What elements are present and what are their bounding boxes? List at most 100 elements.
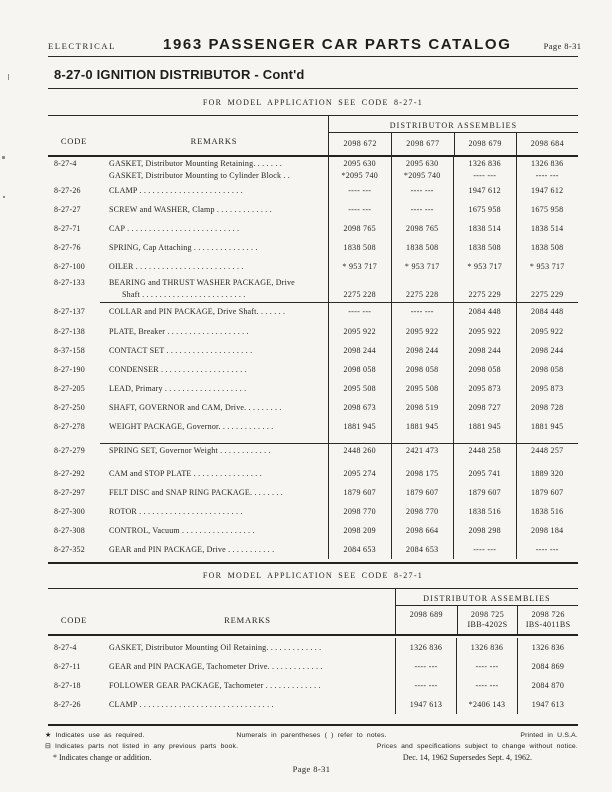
parts-table-row: 8-27-190 CONDENSER . . . . . . . . . . .… <box>48 360 578 379</box>
part-number: 2098 765 <box>390 219 454 238</box>
part-remarks: FOLLOWER GEAR PACKAGE, Tachometer . . . … <box>109 681 321 690</box>
parts-table-row: 8-27-137 COLLAR and PIN PACKAGE, Drive S… <box>48 300 578 322</box>
part-number: 1675 958 <box>453 200 516 219</box>
parts-table-row: 8-27-205 LEAD, Primary . . . . . . . . .… <box>48 379 578 398</box>
assembly-number-header: 2098 679 <box>453 133 516 155</box>
part-code: 8-27-279 <box>54 445 85 455</box>
part-remarks: CONDENSER . . . . . . . . . . . . . . . … <box>109 365 247 374</box>
part-code: 8-27-308 <box>54 526 85 535</box>
part-number <box>390 276 454 288</box>
assembly-number-header: 2098 726 IBS-4011BS <box>517 606 578 634</box>
part-number: ---- --- <box>456 657 517 676</box>
part-number: 2095 922 <box>390 322 454 341</box>
part-code: 8-27-100 <box>54 262 85 271</box>
code-column-header: CODE <box>60 615 88 625</box>
part-remarks: OILER . . . . . . . . . . . . . . . . . … <box>109 262 244 271</box>
part-code: 8-27-26 <box>54 186 81 195</box>
part-number: * 953 717 <box>328 257 391 276</box>
parts-table-row: 8-27-250 SHAFT, GOVERNOR and CAM, Drive.… <box>48 398 578 417</box>
distributor-assemblies-label: DISTRIBUTOR ASSEMBLIES <box>396 589 578 606</box>
part-code: 8-27-292 <box>54 469 85 478</box>
part-number: 2095 741 <box>453 464 516 483</box>
section-label: ELECTRICAL <box>48 41 116 51</box>
part-remarks: PLATE, Breaker . . . . . . . . . . . . .… <box>109 327 249 336</box>
distributor-assemblies-table-2: CODE REMARKS DISTRIBUTOR ASSEMBLIES 2098… <box>48 588 578 726</box>
part-number: 2098 728 <box>515 398 579 417</box>
part-number: 2275 229 <box>453 288 516 300</box>
assembly-number: 2098 726 <box>531 610 565 619</box>
part-number: ---- --- <box>515 540 579 559</box>
assembly-number-header: 2098 684 <box>515 133 578 155</box>
part-number: 1838 508 <box>390 238 454 257</box>
part-number: ---- --- <box>390 200 454 219</box>
part-number: 2098 058 <box>390 360 454 379</box>
part-code: 8-27-133 <box>54 277 85 287</box>
part-number: 2095 274 <box>328 464 391 483</box>
part-number: 1326 836 <box>453 157 516 169</box>
part-number: ---- --- <box>328 181 391 200</box>
group-divider <box>100 302 578 303</box>
part-number: 1879 607 <box>390 483 454 502</box>
part-remarks: GEAR and PIN PACKAGE, Drive . . . . . . … <box>109 545 275 554</box>
part-number: 2084 870 <box>517 676 578 695</box>
part-code: 8-27-250 <box>54 403 85 412</box>
part-number: 2098 298 <box>453 521 516 540</box>
part-number: 2084 653 <box>390 540 454 559</box>
part-number: ---- --- <box>453 169 516 181</box>
parts-table-row: 8-27-26 CLAMP . . . . . . . . . . . . . … <box>48 181 578 200</box>
part-number: 2084 448 <box>453 300 516 322</box>
part-number: 2095 922 <box>453 322 516 341</box>
part-remarks: CAM and STOP PLATE . . . . . . . . . . .… <box>109 469 262 478</box>
part-number: 2098 673 <box>328 398 391 417</box>
part-number: 2448 257 <box>515 436 579 464</box>
part-number: 2098 209 <box>328 521 391 540</box>
part-remarks: GASKET, Distributor Mounting Retaining. … <box>109 158 282 168</box>
part-remarks: LEAD, Primary . . . . . . . . . . . . . … <box>109 384 247 393</box>
part-remarks: GASKET, Distributor Mounting to Cylinder… <box>109 170 290 180</box>
part-code: 8-27-26 <box>54 700 81 709</box>
part-number: ---- --- <box>390 300 454 322</box>
parts-table-row: 8-27-138 PLATE, Breaker . . . . . . . . … <box>48 322 578 341</box>
scan-artifact <box>8 74 9 80</box>
parts-table-row: 8-27-27 SCREW and WASHER, Clamp . . . . … <box>48 200 578 219</box>
parts-table-row: 8-27-279 SPRING SET, Governor Weight . .… <box>48 436 578 464</box>
part-number: 1838 516 <box>453 502 516 521</box>
remarks-column-header: REMARKS <box>224 615 271 625</box>
part-number: 1326 836 <box>517 638 578 657</box>
part-code: 8-27-27 <box>54 205 81 214</box>
parts-table-row: 8-27-297 FELT DISC and SNAP RING PACKAGE… <box>48 483 578 502</box>
heading-rule <box>48 88 578 89</box>
parts-table-row: 8-27-292 CAM and STOP PLATE . . . . . . … <box>48 464 578 483</box>
part-remarks: SHAFT, GOVERNOR and CAM, Drive. . . . . … <box>109 403 282 412</box>
assembly-designation: IBS-4011BS <box>525 620 571 629</box>
part-number: * 953 717 <box>390 257 454 276</box>
part-remarks: FELT DISC and SNAP RING PACKAGE. . . . .… <box>109 488 283 497</box>
part-code: 8-37-158 <box>54 346 85 355</box>
parts-table-row: 8-27-352 GEAR and PIN PACKAGE, Drive . .… <box>48 540 578 559</box>
part-code: 8-27-11 <box>54 662 81 671</box>
parts-table-row: 8-37-158 CONTACT SET . . . . . . . . . .… <box>48 341 578 360</box>
catalog-title: 1963 PASSENGER CAR PARTS CATALOG <box>163 36 512 53</box>
part-remarks: CLAMP . . . . . . . . . . . . . . . . . … <box>109 700 274 709</box>
section-heading: 8-27-0 IGNITION DISTRIBUTOR - Cont'd <box>54 67 305 82</box>
part-code: 8-27-4 <box>54 643 77 652</box>
part-code: 8-27-300 <box>54 507 85 516</box>
part-number: ---- --- <box>453 540 516 559</box>
page-footer: ★ Indicates use as required. Numerals in… <box>45 730 578 774</box>
part-code: 8-27-138 <box>54 327 85 336</box>
part-number: 1675 958 <box>515 200 579 219</box>
page-header: ELECTRICAL 1963 PASSENGER CAR PARTS CATA… <box>48 0 581 57</box>
part-number: 2098 184 <box>515 521 579 540</box>
part-number <box>328 276 391 288</box>
part-code: 8-27-352 <box>54 545 85 554</box>
part-remarks: CAP . . . . . . . . . . . . . . . . . . … <box>109 224 240 233</box>
parts-table-row: 8-27-4 GASKET, Distributor Mounting Oil … <box>48 638 578 657</box>
part-number: 1838 514 <box>515 219 579 238</box>
parts-table-row: GASKET, Distributor Mounting to Cylinder… <box>48 169 578 181</box>
part-number: *2406 143 <box>456 695 517 714</box>
part-remarks: WEIGHT PACKAGE, Governor. . . . . . . . … <box>109 422 274 431</box>
part-number: 1838 514 <box>453 219 516 238</box>
part-remarks: SPRING SET, Governor Weight . . . . . . … <box>109 445 271 455</box>
part-number: 2098 727 <box>453 398 516 417</box>
